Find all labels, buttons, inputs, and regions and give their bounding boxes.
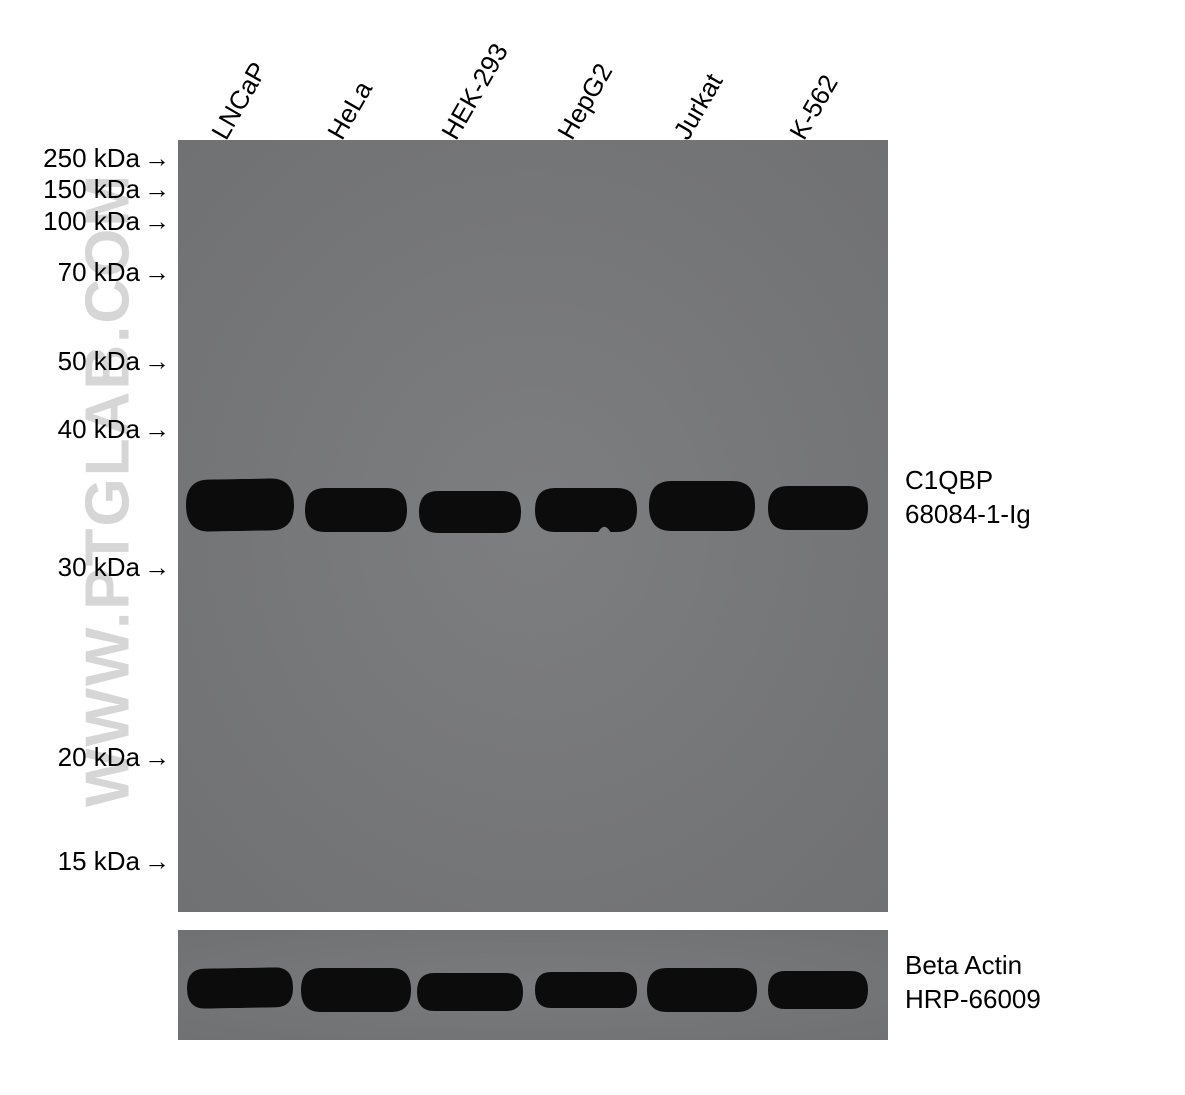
marker-label: 50 kDa→ — [0, 346, 170, 377]
blot-band — [535, 488, 637, 532]
western-blot-figure: WWW.PTGLAB.COM LNCaPHeLaHEK-293HepG2Jurk… — [0, 0, 1185, 1095]
marker-text: 20 kDa — [58, 742, 140, 772]
arrow-right-icon: → — [144, 143, 170, 174]
antibody-name: C1QBP — [905, 464, 1031, 498]
antibody-name: Beta Actin — [905, 949, 1041, 983]
blot-band — [647, 968, 757, 1012]
marker-label: 250 kDa→ — [0, 143, 170, 174]
arrow-right-icon: → — [144, 846, 170, 877]
marker-text: 70 kDa — [58, 257, 140, 287]
marker-text: 30 kDa — [58, 552, 140, 582]
marker-label: 70 kDa→ — [0, 257, 170, 288]
arrow-right-icon: → — [144, 257, 170, 288]
blot-band — [649, 481, 755, 531]
marker-label: 100 kDa→ — [0, 206, 170, 237]
arrow-right-icon: → — [144, 742, 170, 773]
blot-band — [187, 967, 294, 1009]
marker-text: 100 kDa — [43, 206, 140, 236]
arrow-right-icon: → — [144, 552, 170, 583]
marker-label: 40 kDa→ — [0, 414, 170, 445]
marker-label: 20 kDa→ — [0, 742, 170, 773]
blot-band — [186, 478, 295, 532]
lane-label: Jurkat — [667, 68, 729, 145]
lane-label: HeLa — [321, 76, 379, 145]
blot-band — [419, 491, 521, 533]
arrow-right-icon: → — [144, 414, 170, 445]
marker-text: 250 kDa — [43, 143, 140, 173]
arrow-right-icon: → — [144, 346, 170, 377]
marker-text: 50 kDa — [58, 346, 140, 376]
lane-label: HepG2 — [551, 58, 619, 145]
marker-text: 15 kDa — [58, 846, 140, 876]
antibody-label: C1QBP68084-1-Ig — [905, 464, 1031, 532]
blot-band — [417, 973, 523, 1011]
blot-band — [768, 971, 868, 1009]
antibody-catalog: 68084-1-Ig — [905, 498, 1031, 532]
lane-label: HEK-293 — [435, 38, 515, 145]
marker-text: 150 kDa — [43, 174, 140, 204]
arrow-right-icon: → — [144, 174, 170, 205]
antibody-catalog: HRP-66009 — [905, 983, 1041, 1017]
marker-label: 15 kDa→ — [0, 846, 170, 877]
blot-band — [301, 968, 411, 1012]
blot-band — [305, 488, 407, 532]
lane-label: K-562 — [783, 69, 845, 145]
antibody-label: Beta ActinHRP-66009 — [905, 949, 1041, 1017]
blot-band — [768, 486, 868, 530]
blot-band — [535, 972, 637, 1008]
marker-label: 150 kDa→ — [0, 174, 170, 205]
marker-text: 40 kDa — [58, 414, 140, 444]
arrow-right-icon: → — [144, 206, 170, 237]
lane-label: LNCaP — [205, 57, 274, 145]
marker-label: 30 kDa→ — [0, 552, 170, 583]
